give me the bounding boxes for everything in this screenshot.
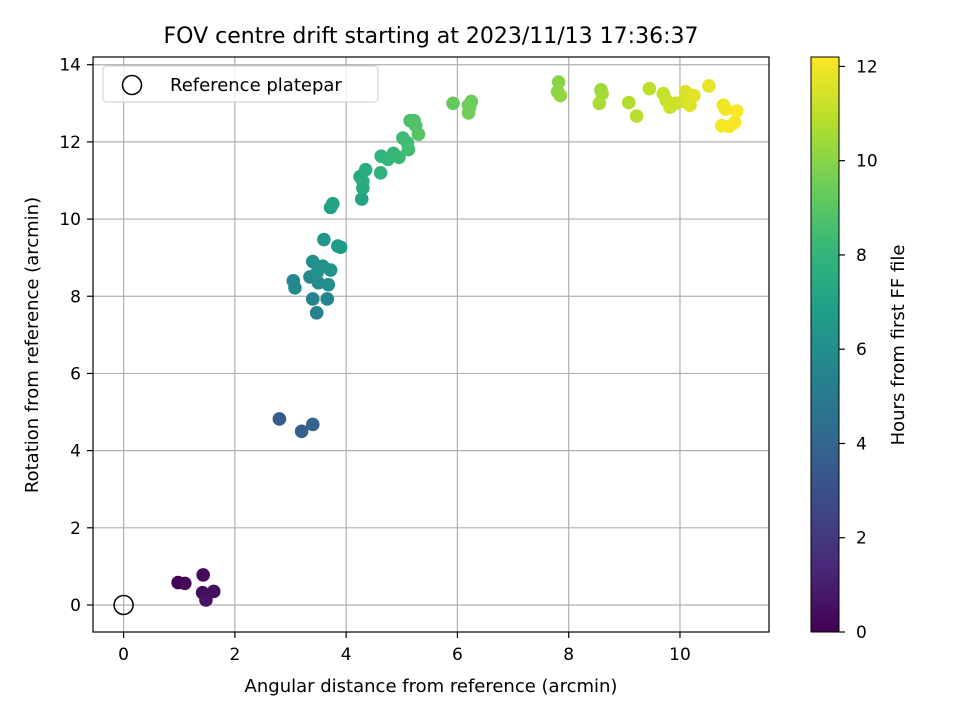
x-tick-label: 8 (563, 645, 574, 665)
data-point (323, 263, 338, 277)
grid-lines (93, 57, 769, 632)
data-point (294, 424, 309, 439)
data-point (333, 240, 348, 255)
colorbar-tick-label: 2 (856, 529, 867, 549)
y-tick-label: 2 (70, 519, 81, 539)
plot-frame (92, 56, 770, 633)
x-axis-label: Angular distance from reference (arcmin) (245, 676, 618, 697)
data-point (553, 88, 568, 103)
data-point (629, 109, 644, 123)
data-point (373, 165, 388, 180)
reference-point-marker (113, 594, 134, 616)
x-tick-label: 10 (669, 645, 691, 665)
data-point (325, 196, 340, 211)
y-axis-label: Rotation from reference (arcmin) (22, 197, 43, 493)
y-tick-label: 12 (59, 133, 81, 153)
legend-marker-reference (121, 74, 143, 96)
data-point (178, 576, 192, 591)
data-point (356, 174, 370, 189)
y-tick-label: 14 (59, 56, 81, 76)
x-tick-label: 0 (118, 645, 129, 665)
x-tick-label: 2 (229, 645, 240, 665)
data-point (305, 417, 320, 432)
data-point (621, 95, 636, 110)
data-point (727, 115, 742, 130)
data-point (729, 104, 744, 118)
data-point (392, 150, 406, 165)
colorbar-tick-label: 10 (856, 152, 878, 172)
data-point (358, 162, 373, 177)
colorbar-tick-label: 8 (856, 246, 867, 266)
x-tick-label: 4 (341, 645, 352, 665)
data-point (320, 292, 335, 306)
y-tick-label: 0 (70, 596, 81, 616)
data-point (411, 127, 426, 141)
legend: Reference platepar (102, 65, 379, 103)
colorbar-tick-label: 0 (856, 623, 867, 643)
data-point (317, 232, 331, 247)
data-point (462, 100, 477, 114)
data-point (272, 412, 287, 426)
x-tick-label: 6 (452, 645, 463, 665)
colorbar-tick-label: 12 (856, 57, 878, 77)
data-point (321, 277, 336, 292)
chart-title: FOV centre drift starting at 2023/11/13 … (164, 24, 699, 49)
colorbar-label: Hours from first FF file (888, 245, 909, 446)
data-point (199, 593, 213, 607)
data-point (309, 306, 324, 320)
data-point (718, 102, 733, 116)
colorbar-tick-label: 6 (856, 340, 867, 360)
y-tick-label: 8 (70, 287, 81, 307)
data-point (354, 192, 369, 206)
y-tick-label: 6 (70, 364, 81, 384)
x-axis-ticks: 0 2 4 6 8 10 (118, 632, 691, 665)
data-point (305, 292, 320, 306)
data-point (702, 79, 716, 93)
colorbar-tick-label: 4 (856, 434, 867, 454)
data-point (401, 142, 416, 157)
scatter-points (171, 75, 744, 607)
data-point (687, 88, 701, 103)
legend-box (102, 65, 379, 103)
legend-label-reference: Reference platepar (170, 75, 342, 96)
reference-marker-layer (113, 594, 134, 616)
y-tick-label: 4 (70, 442, 81, 462)
data-point (446, 96, 460, 111)
data-point (310, 265, 325, 280)
y-axis-ticks: 0 2 4 6 8 10 12 14 (59, 56, 93, 616)
colorbar (810, 56, 840, 633)
colorbar-ticks: 0 2 4 6 8 10 12 (839, 57, 878, 643)
data-point (592, 96, 607, 111)
data-point (196, 568, 210, 582)
data-point (642, 81, 657, 96)
y-tick-label: 10 (59, 210, 81, 230)
data-point (288, 280, 302, 295)
